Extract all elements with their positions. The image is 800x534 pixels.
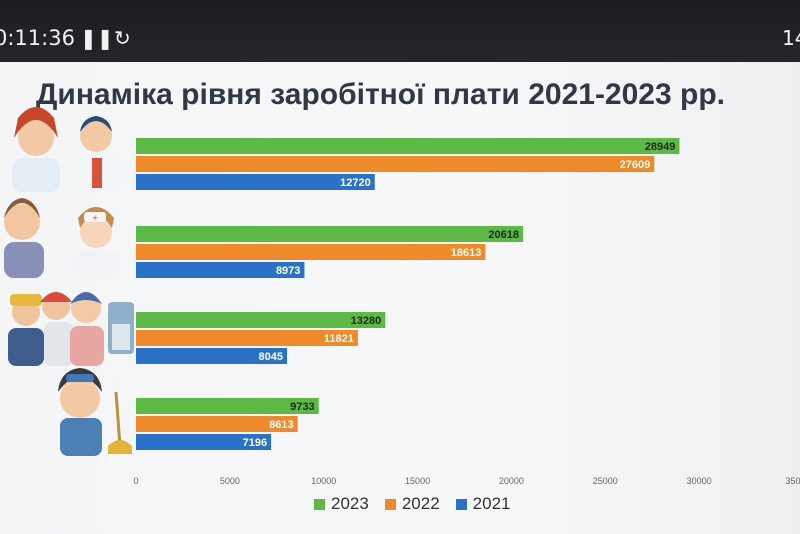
data-label-2021-0: 12720 <box>340 177 371 189</box>
bar-2023-3 <box>136 398 319 414</box>
data-label-2022-1: 18613 <box>451 247 482 259</box>
x-tick-label: 350 <box>785 476 800 486</box>
legend-item-2022: 2022 <box>384 494 440 514</box>
x-tick-label: 30000 <box>687 476 712 486</box>
chart-title: Динаміка рівня заробітної плати 2021-202… <box>36 78 725 111</box>
pause-icon[interactable]: ❚❚ <box>80 26 114 50</box>
bar-2021-0 <box>136 174 375 190</box>
legend-item-2021: 2021 <box>455 494 511 514</box>
bar-2023-2 <box>136 312 386 328</box>
chart-legend: 2023 2022 2021 <box>314 494 526 515</box>
legend-swatch <box>384 498 396 510</box>
legend-label: 2023 <box>331 494 369 513</box>
bar-2021-2 <box>136 348 288 364</box>
data-label-2023-1: 20618 <box>488 229 519 241</box>
data-label-2021-1: 8973 <box>276 265 300 277</box>
x-tick-label: 10000 <box>311 476 336 486</box>
bar-2023-0 <box>136 138 680 154</box>
x-tick-label: 15000 <box>405 476 430 486</box>
svg-text:+: + <box>92 213 97 223</box>
bar-2022-1 <box>136 244 486 260</box>
data-label-2023-3: 9733 <box>290 401 314 413</box>
legend-label: 2021 <box>472 494 511 513</box>
cleaner-icon <box>58 368 132 456</box>
x-tick-label: 25000 <box>593 476 618 486</box>
presentation-slide: Динаміка рівня заробітної плати 2021-202… <box>0 62 800 534</box>
legend-swatch <box>455 498 467 510</box>
playback-time: 0:11:36 <box>0 26 75 50</box>
workers-icon <box>8 292 134 366</box>
x-tick-label: 5000 <box>220 476 240 486</box>
category-icons: + <box>4 107 134 456</box>
replay-icon[interactable]: ↻ <box>114 26 131 50</box>
x-tick-label: 20000 <box>499 476 524 486</box>
data-label-2022-0: 27609 <box>620 159 651 171</box>
bar-2022-3 <box>136 416 298 432</box>
data-label-2023-2: 13280 <box>351 315 382 327</box>
data-label-2021-2: 8045 <box>259 351 283 363</box>
data-label-2023-0: 28949 <box>645 141 676 153</box>
legend-swatch <box>314 498 325 510</box>
bar-2022-0 <box>136 156 655 172</box>
legend-label: 2022 <box>401 494 440 513</box>
nurses-icon: + <box>4 198 120 280</box>
data-label-2022-2: 11821 <box>324 333 354 345</box>
data-label-2022-3: 8613 <box>269 419 293 431</box>
bar-2021-3 <box>136 434 272 450</box>
page-indicator: 14 <box>782 26 800 50</box>
bar-2022-2 <box>136 330 358 346</box>
data-label-2021-3: 7196 <box>243 437 267 449</box>
bar-2021-1 <box>136 262 305 278</box>
x-tick-label: 0 <box>133 476 138 486</box>
doctors-icon <box>12 107 122 192</box>
bar-chart: 28949 20618 13280 9733 27609 18613 11821 8613 12… <box>133 138 800 486</box>
legend-item-2023: 2023 <box>314 494 369 514</box>
video-player-bar: 0:11:36 ❚❚ ↻ 14 <box>0 0 800 62</box>
bar-2023-1 <box>136 226 524 242</box>
